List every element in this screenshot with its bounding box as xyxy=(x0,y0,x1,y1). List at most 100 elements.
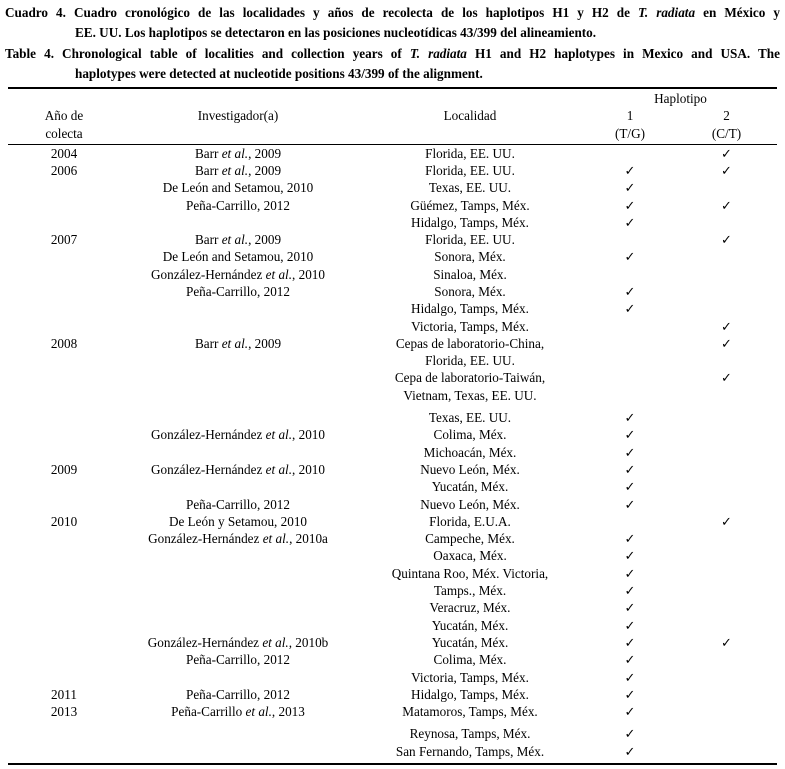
haplotype2-check-cell xyxy=(676,444,777,461)
haplotype1-check-cell: ✓ xyxy=(624,652,636,668)
header-haplotype1-alleles: (T/G) xyxy=(614,125,646,141)
investigator-cell: González-Hernández et al., 2010a xyxy=(148,531,328,547)
investigator-cell xyxy=(120,478,356,495)
header-empty-locality xyxy=(356,125,584,144)
table-row: Yucatán, Méx. ✓ xyxy=(8,617,777,634)
locality-cell: Campeche, Méx. xyxy=(425,531,515,547)
haplotype2-check-cell: ✓ xyxy=(721,145,732,161)
year-cell xyxy=(8,651,120,668)
haplotype2-check-cell xyxy=(676,426,777,443)
locality-cell: Hidalgo, Tamps, Méx. xyxy=(411,214,529,230)
haplotype1-check-cell: ✓ xyxy=(624,162,636,178)
haplotype2-check-cell: ✓ xyxy=(721,197,732,213)
haplotype2-check-cell xyxy=(676,617,777,634)
haplotype1-check-cell xyxy=(584,387,676,404)
header-haplotype2-alleles: (C/T) xyxy=(711,125,742,141)
locality-cell: San Fernando, Tamps, Méx. xyxy=(395,743,545,759)
haplotype1-check-cell: ✓ xyxy=(624,427,636,443)
haplotype2-check-cell xyxy=(676,669,777,686)
investigator-cell xyxy=(120,318,356,335)
haplotype1-check-cell: ✓ xyxy=(624,565,636,581)
haplotype2-check-cell xyxy=(676,725,777,742)
haplotype1-check-cell: ✓ xyxy=(624,704,636,720)
haplotype1-check-cell: ✓ xyxy=(624,548,636,564)
year-cell: 2010 xyxy=(50,513,78,529)
locality-cell: Florida, EE. UU. xyxy=(425,162,515,178)
locality-cell: Yucatán, Méx. xyxy=(431,634,509,650)
haplotype2-check-cell xyxy=(676,179,777,196)
haplotype1-check-cell xyxy=(584,231,676,248)
header-haplotype2-number: 2 xyxy=(723,107,730,123)
haplotype2-check-cell: ✓ xyxy=(721,335,732,351)
year-cell: 2004 xyxy=(50,145,78,161)
header-investigator: Investigador(a) xyxy=(197,107,279,123)
header-spacer xyxy=(8,89,584,108)
year-cell xyxy=(8,426,120,443)
locality-cell: Tamps., Méx. xyxy=(433,583,507,599)
caption-en-line2: haplotypes were detected at nucleotide p… xyxy=(75,66,483,82)
investigator-cell xyxy=(120,547,356,564)
year-cell xyxy=(8,496,120,513)
locality-cell: Colima, Méx. xyxy=(433,427,507,443)
haplotype1-check-cell xyxy=(584,352,676,369)
investigator-cell xyxy=(120,669,356,686)
locality-cell: Nuevo León, Méx. xyxy=(420,496,520,512)
haplotype1-check-cell: ✓ xyxy=(624,583,636,599)
locality-cell: Texas, EE. UU. xyxy=(428,180,512,196)
haplotype2-check-cell xyxy=(676,478,777,495)
year-cell: 2009 xyxy=(50,461,78,477)
haplotype1-check-cell xyxy=(584,369,676,386)
table-row: Yucatán, Méx. ✓ xyxy=(8,478,777,495)
haplotype1-check-cell: ✓ xyxy=(624,726,636,742)
year-cell xyxy=(8,352,120,369)
haplotype1-check-cell xyxy=(584,145,676,162)
investigator-cell xyxy=(120,214,356,231)
table-row: De León and Setamou, 2010 Texas, EE. UU. ✓ xyxy=(8,179,777,196)
table-row: Florida, EE. UU. xyxy=(8,352,777,369)
table-row: Cepa de laboratorio-Taiwán, ✓ xyxy=(8,369,777,386)
locality-cell: Colima, Méx. xyxy=(433,652,507,668)
haplotype2-check-cell xyxy=(676,214,777,231)
investigator-cell: González-Hernández et al., 2010 xyxy=(151,427,325,443)
header-bottom-rule xyxy=(8,143,777,145)
year-cell: 2006 xyxy=(50,162,78,178)
investigator-cell: Peña-Carrillo, 2012 xyxy=(185,652,290,668)
table-row: Hidalgo, Tamps, Méx. ✓ xyxy=(8,300,777,317)
year-cell xyxy=(8,266,120,283)
year-cell xyxy=(8,530,120,547)
investigator-cell: De León and Setamou, 2010 xyxy=(162,249,314,265)
header-haplotype-group: Haplotipo xyxy=(654,90,707,106)
haplotype2-check-cell xyxy=(676,461,777,478)
haplotype1-check-cell: ✓ xyxy=(624,180,636,196)
table-row: Vietnam, Texas, EE. UU. xyxy=(8,387,777,404)
table-row: Quintana Roo, Méx. Victoria, ✓ xyxy=(8,565,777,582)
locality-cell: Florida, EE. UU. xyxy=(425,145,515,161)
investigator-cell: González-Hernández et al., 2010b xyxy=(147,634,329,650)
investigator-cell xyxy=(120,565,356,582)
haplotype1-check-cell: ✓ xyxy=(624,214,636,230)
table-row: Veracruz, Méx. ✓ xyxy=(8,599,777,616)
haplotype1-check-cell: ✓ xyxy=(624,600,636,616)
table-row: 2011 Peña-Carrillo, 2012 Hidalgo, Tamps, M… xyxy=(8,686,777,703)
year-cell xyxy=(8,478,120,495)
haplotype2-check-cell xyxy=(676,565,777,582)
investigator-cell: Peña-Carrillo et al., 2013 xyxy=(171,704,305,720)
haplotype2-check-cell: ✓ xyxy=(721,162,732,178)
locality-cell: Florida, EE. UU. xyxy=(425,353,515,369)
header-locality: Localidad xyxy=(443,107,497,123)
investigator-cell xyxy=(120,387,356,404)
investigator-cell: Peña-Carrillo, 2012 xyxy=(185,284,290,299)
haplotype2-check-cell xyxy=(676,686,777,703)
haplotype1-check-cell: ✓ xyxy=(624,461,636,477)
year-cell xyxy=(8,582,120,599)
investigator-cell xyxy=(120,725,356,742)
haplotype2-check-cell xyxy=(676,530,777,547)
haplotype1-check-cell: ✓ xyxy=(624,410,636,426)
investigator-cell: Barr et al., 2009 xyxy=(194,232,282,248)
year-cell xyxy=(8,617,120,634)
haplotype2-check-cell: ✓ xyxy=(721,513,732,529)
locality-cell: Hidalgo, Tamps, Méx. xyxy=(411,686,529,702)
haplotype1-check-cell: ✓ xyxy=(624,479,636,495)
table-row: Hidalgo, Tamps, Méx. ✓ xyxy=(8,214,777,231)
haplotype1-check-cell: ✓ xyxy=(624,301,636,317)
